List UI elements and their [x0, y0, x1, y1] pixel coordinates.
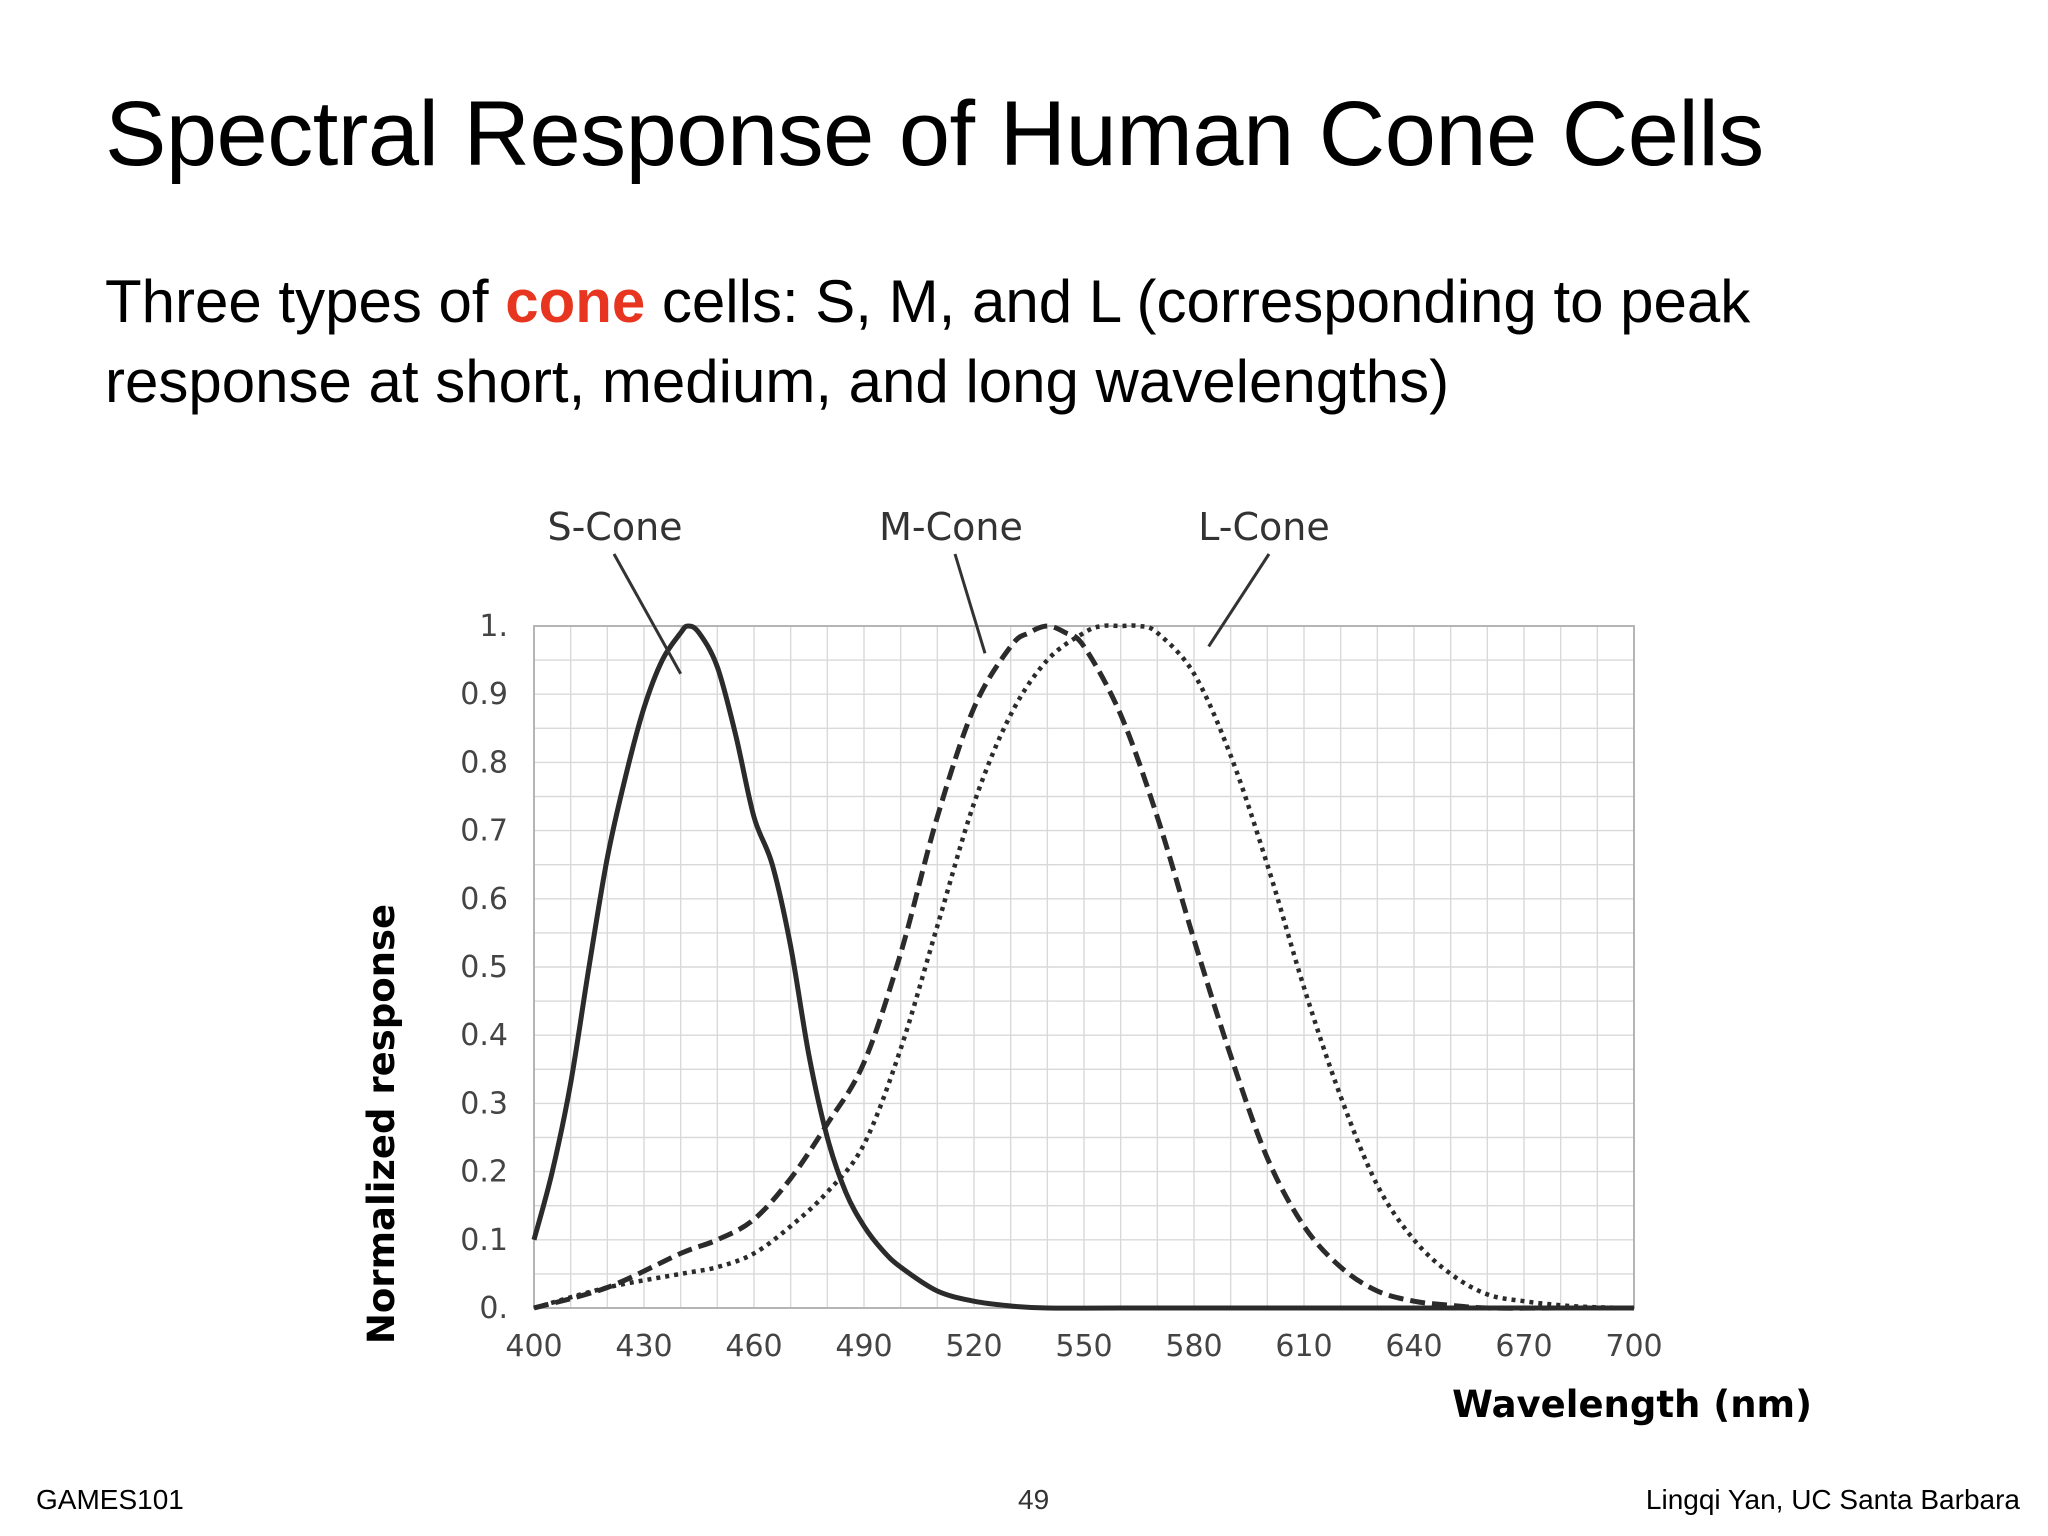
y-tick-label: 0.6 [460, 882, 508, 917]
tick-labels: 400 430 460 490 520 550 580 610 640 670 700 0. 0.1 0.… [460, 609, 1662, 1364]
footer-course: GAMES101 [36, 1484, 184, 1515]
y-tick-label: 0.1 [460, 1223, 508, 1258]
x-tick-label: 580 [1165, 1329, 1222, 1364]
annotation-label-l-cone: L-Cone [1198, 505, 1329, 549]
x-tick-label: 490 [835, 1329, 892, 1364]
y-tick-label: 0.7 [460, 814, 508, 849]
x-tick-label: 640 [1385, 1329, 1442, 1364]
y-tick-label: 0.5 [460, 950, 508, 985]
y-tick-label: 0.4 [460, 1018, 508, 1053]
series-line-m-cone [533, 623, 1634, 1311]
annotation-label-s-cone: S-Cone [547, 505, 682, 549]
y-tick-label: 0. [479, 1291, 508, 1326]
x-tick-label: 430 [615, 1329, 672, 1364]
x-tick-label: 460 [725, 1329, 782, 1364]
annotation-pointer-s-cone [612, 553, 682, 675]
y-tick-label: 0.3 [460, 1086, 508, 1121]
y-tick-label: 1. [479, 609, 508, 644]
x-tick-label: 520 [945, 1329, 1002, 1364]
grid [533, 625, 1635, 1309]
x-tick-label: 550 [1055, 1329, 1112, 1364]
annotations: S-Cone M-Cone L-Cone [547, 505, 1330, 675]
x-tick-label: 670 [1495, 1329, 1552, 1364]
x-tick-label: 400 [505, 1329, 562, 1364]
x-axis-label: Wavelength (nm) [1452, 1383, 1812, 1426]
series-line-s-cone [531, 623, 1634, 1311]
y-axis-label: Normalized response [360, 904, 403, 1344]
bullet-text: Three types of cone cells: S, M, and L (… [105, 262, 1985, 422]
x-tick-label: 610 [1275, 1329, 1332, 1364]
annotation-label-m-cone: M-Cone [879, 505, 1023, 549]
y-tick-label: 0.8 [460, 745, 508, 780]
y-tick-label: 0.2 [460, 1155, 508, 1190]
bullet-text-start: Three types of [105, 268, 506, 335]
footer-author: Lingqi Yan, UC Santa Barbara [1645, 1484, 2020, 1515]
y-tick-label: 0.9 [460, 677, 508, 712]
bullet-text-end: cells: S, M, and L (corresponding to pea… [105, 268, 1751, 415]
slide-title: Spectral Response of Human Cone Cells [105, 83, 1764, 185]
x-tick-label: 700 [1605, 1329, 1662, 1364]
annotation-pointer-l-cone [1207, 553, 1271, 648]
annotation-pointer-m-cone [953, 553, 987, 654]
highlighted-word: cone [505, 268, 646, 335]
page-number: 49 [1018, 1484, 1050, 1515]
series-layer [531, 623, 1635, 1311]
